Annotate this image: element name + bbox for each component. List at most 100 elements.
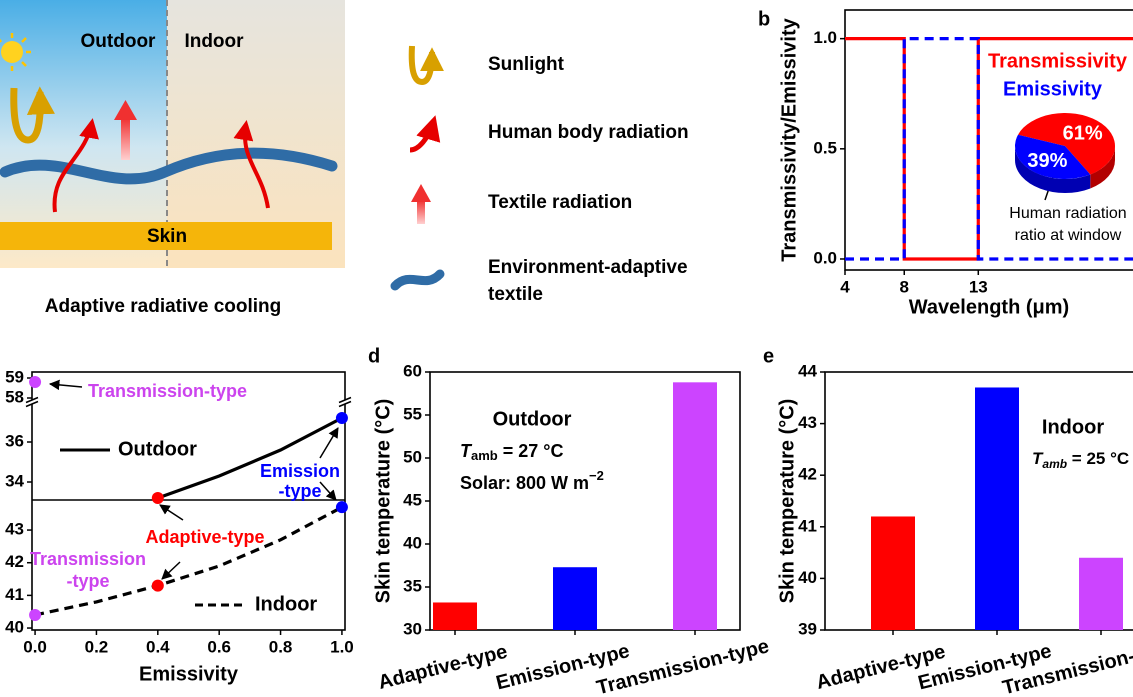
annotation: -type bbox=[278, 481, 321, 501]
annotation-arrow bbox=[48, 379, 83, 391]
data-point bbox=[151, 492, 164, 504]
x-axis-label: Wavelength (μm) bbox=[909, 296, 1069, 318]
series-line bbox=[157, 416, 343, 500]
axis-break-gap bbox=[26, 399, 38, 404]
y-axis-label: Skin temperature (°C) bbox=[776, 399, 798, 604]
y-tick-label: 58 bbox=[5, 387, 24, 406]
annotation-part: amb bbox=[471, 448, 498, 463]
annotation-arrow bbox=[159, 504, 184, 521]
y-axis-label: Skin temperature (°C) bbox=[372, 399, 394, 604]
y-tick-label: 0.5 bbox=[813, 138, 837, 157]
y-tick-label: 0.0 bbox=[813, 248, 837, 267]
annotation-part: = 27 °C bbox=[498, 441, 564, 461]
axis-break-mark bbox=[25, 396, 39, 404]
x-tick-label: 13 bbox=[969, 277, 988, 296]
bar bbox=[871, 516, 915, 630]
bar bbox=[975, 387, 1019, 630]
annotation-arrow bbox=[319, 427, 339, 459]
axis-break-mark bbox=[25, 400, 39, 408]
annotation: Transmission-type bbox=[88, 381, 247, 401]
chart-panel: 30 35 40 45 50 55 60 Skin temperature (°C) Adapt… bbox=[372, 361, 771, 697]
x-tick-label: 0.6 bbox=[207, 637, 231, 656]
textile-wave bbox=[0, 147, 338, 185]
legend-label: Environment-adaptive bbox=[488, 257, 688, 278]
plot-frame bbox=[31, 371, 346, 631]
bar bbox=[1079, 557, 1123, 630]
annotation-part: T bbox=[1032, 449, 1044, 468]
legend-icon bbox=[417, 200, 425, 224]
textile-arrow bbox=[121, 118, 130, 160]
y-tick-label: 43 bbox=[798, 413, 817, 432]
data-point bbox=[29, 608, 42, 621]
y-tick-label: 41 bbox=[5, 585, 24, 604]
panel-letter: e bbox=[763, 345, 774, 367]
y-tick-label: 35 bbox=[403, 576, 422, 595]
y-tick-label: 30 bbox=[403, 619, 422, 638]
axis-break-mark bbox=[338, 396, 352, 404]
x-tick-label: 0.0 bbox=[23, 637, 47, 656]
axis-break-mark bbox=[338, 400, 352, 408]
pie-side bbox=[1015, 146, 1091, 193]
indoor-label: Indoor bbox=[184, 31, 244, 52]
diagram-caption: Adaptive radiative cooling bbox=[45, 296, 282, 317]
annotation-part: = 25 °C bbox=[1067, 449, 1129, 468]
legend-label: Outdoor bbox=[118, 438, 197, 460]
pie-slice bbox=[1015, 134, 1091, 179]
series-line bbox=[845, 37, 1133, 261]
diagram-legend: Sunlight Human body radiation Textile ra… bbox=[390, 45, 689, 305]
legend-label: textile bbox=[488, 284, 543, 305]
data-point bbox=[335, 501, 348, 514]
data-point bbox=[151, 579, 164, 592]
annotation: Solar: 800 W m−2 bbox=[460, 468, 604, 492]
annotation: -type bbox=[66, 571, 109, 591]
inset-caption: Human radiation bbox=[1009, 205, 1126, 222]
annotation-arrow bbox=[319, 481, 337, 501]
outdoor-label: Outdoor bbox=[81, 31, 157, 52]
panel-letter: b bbox=[758, 8, 770, 30]
y-tick-label: 59 bbox=[5, 367, 24, 386]
legend-label: Transmissivity bbox=[988, 50, 1128, 72]
x-tick-label: 4 bbox=[840, 277, 850, 296]
sunlight-arrow bbox=[10, 86, 55, 144]
pie-value-label: 61% bbox=[1063, 122, 1103, 144]
y-tick-label: 60 bbox=[403, 361, 422, 380]
x-tick-label: Adaptive-type bbox=[376, 641, 510, 694]
y-axis-label: Transmissivity/Emissivity bbox=[778, 17, 800, 261]
legend-icon bbox=[409, 115, 441, 153]
pie-value-label: 39% bbox=[1027, 150, 1067, 172]
y-tick-label: 40 bbox=[403, 533, 422, 552]
series-line bbox=[845, 37, 1133, 261]
bar bbox=[553, 567, 597, 630]
legend-label: Indoor bbox=[255, 593, 317, 615]
annotation: Transmission bbox=[30, 549, 146, 569]
legend-label: Textile radiation bbox=[488, 192, 632, 213]
y-tick-label: 36 bbox=[5, 431, 24, 450]
annotation: Emission bbox=[260, 461, 340, 481]
y-tick-label: 55 bbox=[403, 404, 422, 423]
annotation-part: −2 bbox=[589, 468, 604, 483]
x-tick-label: 0.8 bbox=[269, 637, 293, 656]
x-tick-label: 8 bbox=[900, 277, 909, 296]
annotation: Tamb = 25 °C bbox=[1032, 449, 1129, 471]
series-line bbox=[34, 505, 343, 617]
x-tick-label: 0.2 bbox=[85, 637, 109, 656]
data-point bbox=[29, 376, 42, 388]
annotation-part: T bbox=[460, 441, 473, 461]
y-tick-label: 41 bbox=[798, 516, 817, 535]
y-tick-label: 45 bbox=[403, 490, 422, 509]
y-tick-label: 39 bbox=[798, 619, 817, 638]
annotation-part: amb bbox=[1042, 457, 1067, 471]
axis-break-gap bbox=[339, 399, 351, 404]
annotation: Outdoor bbox=[493, 408, 572, 430]
plot-frame bbox=[844, 9, 1133, 271]
annotation-part: Solar: 800 W m bbox=[460, 473, 589, 493]
y-tick-label: 42 bbox=[798, 465, 817, 484]
body-radiation-arrow bbox=[52, 118, 99, 213]
annotation: Adaptive-type bbox=[145, 527, 264, 547]
bar bbox=[673, 382, 717, 630]
pie-slice bbox=[1018, 112, 1116, 175]
legend-icon bbox=[408, 45, 444, 86]
y-tick-label: 50 bbox=[403, 447, 422, 466]
